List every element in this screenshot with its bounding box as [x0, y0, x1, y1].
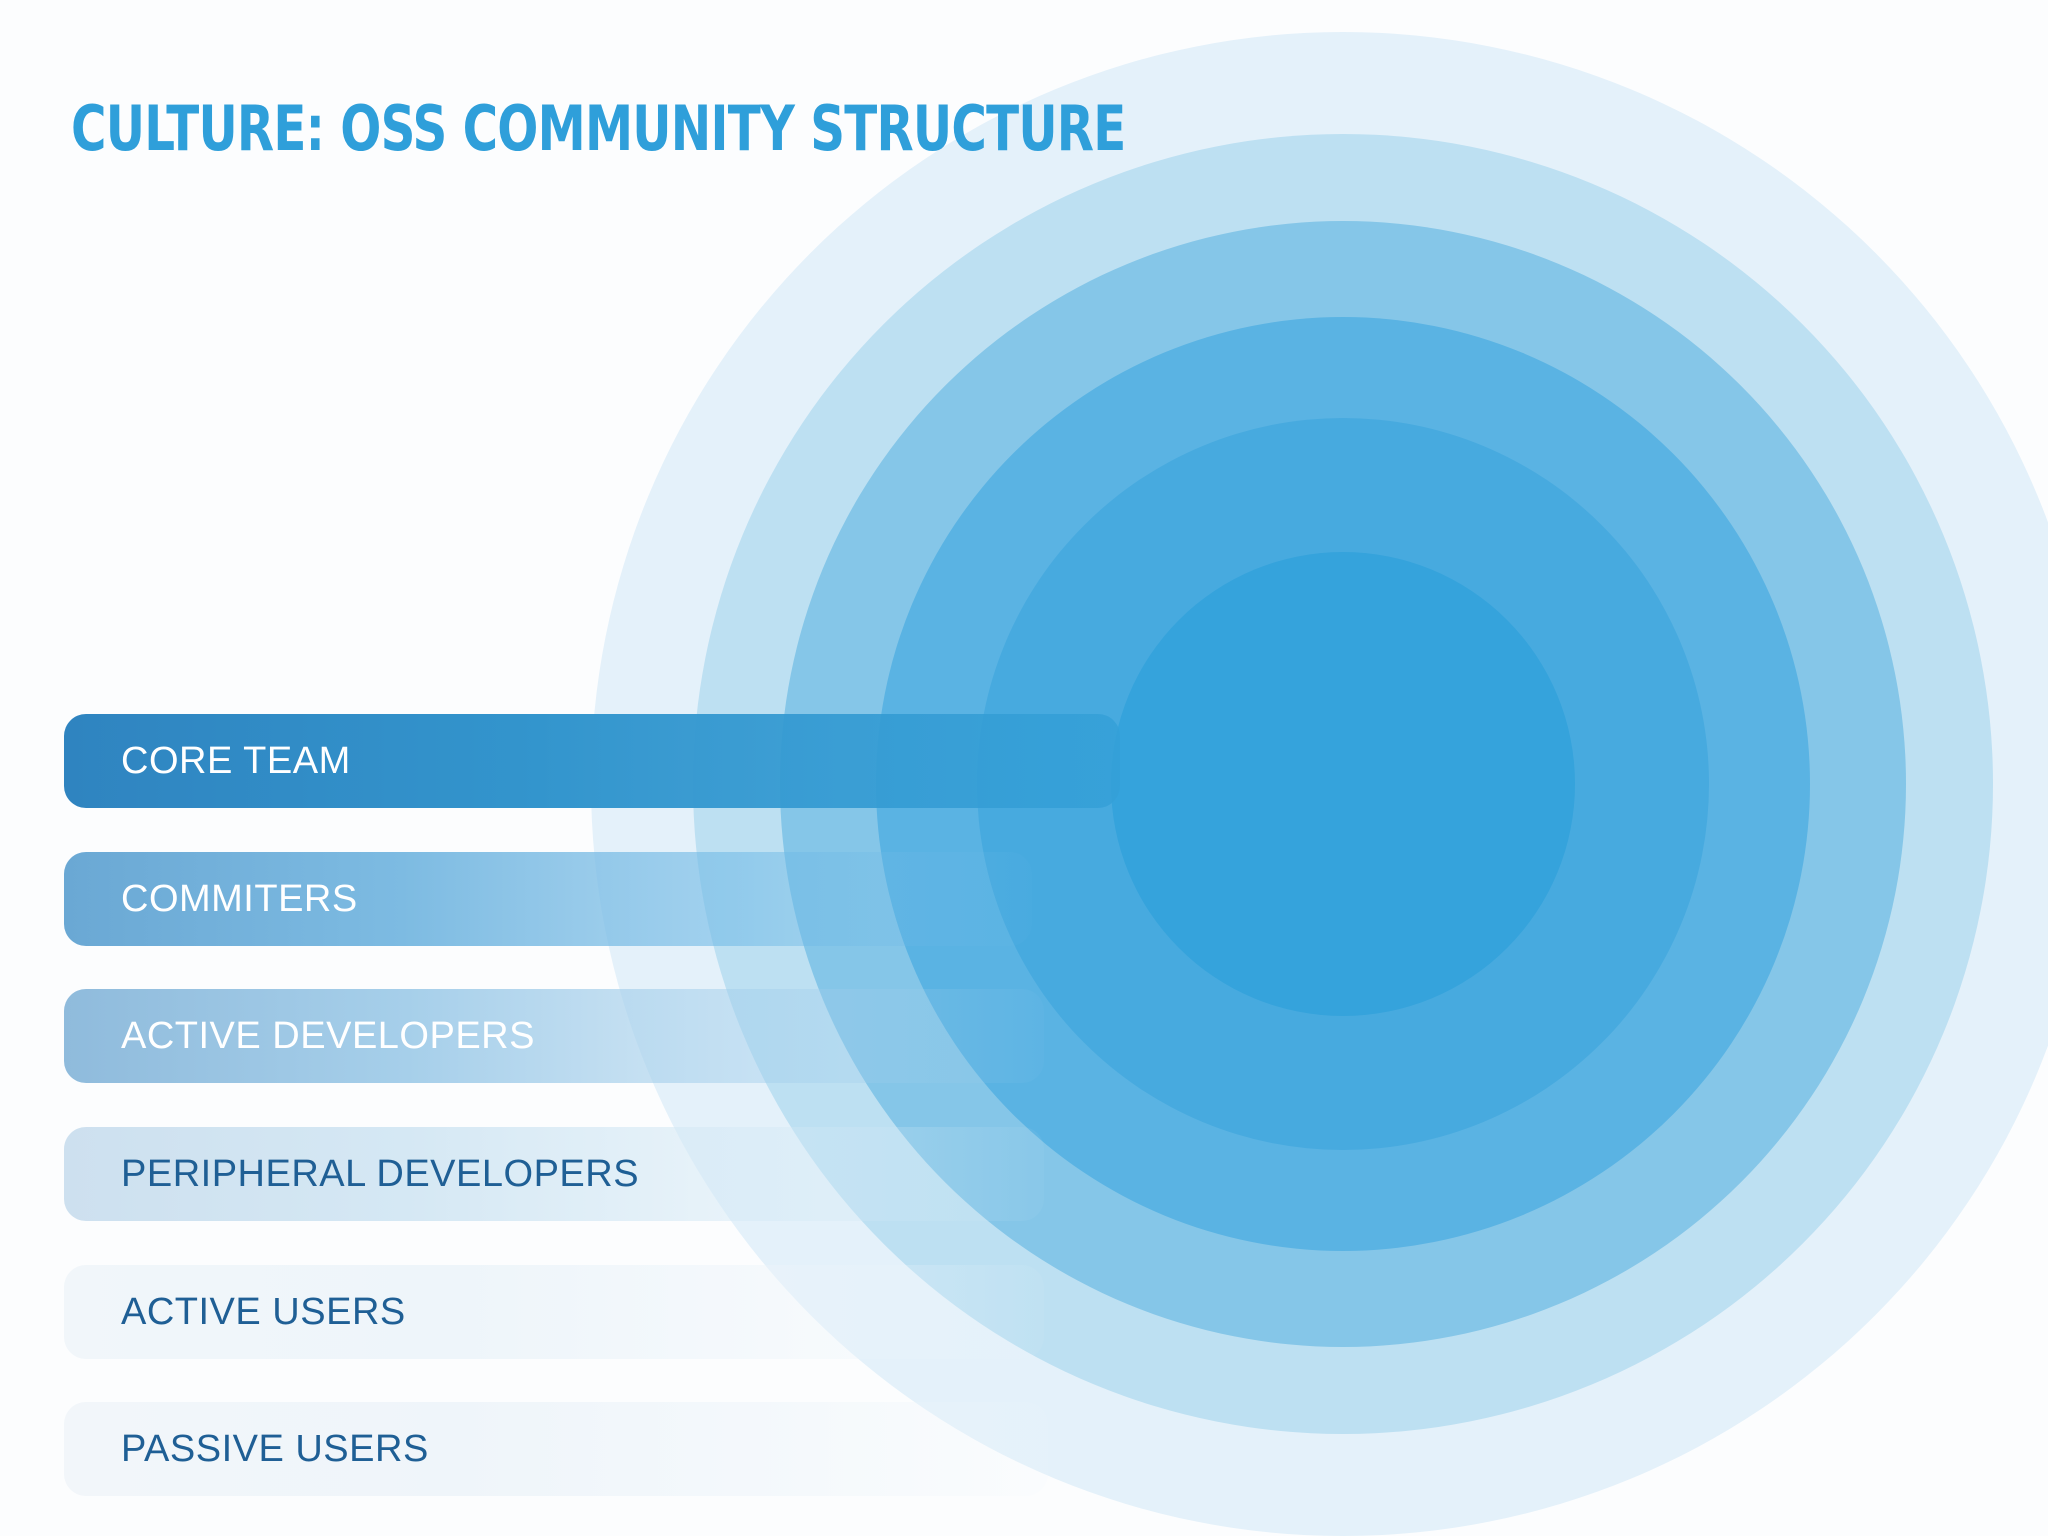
layer-bar-active-users: ACTIVE USERS	[64, 1265, 1044, 1359]
layer-label: CORE TEAM	[121, 739, 351, 782]
layer-label: PERIPHERAL DEVELOPERS	[121, 1152, 640, 1195]
layer-bar-passive-users: PASSIVE USERS	[64, 1402, 1048, 1496]
layer-bar-peripheral-developers: PERIPHERAL DEVELOPERS	[64, 1127, 1044, 1221]
layer-bar-commiters: COMMITERS	[64, 852, 1032, 946]
layer-label: ACTIVE DEVELOPERS	[121, 1014, 535, 1057]
layer-label: PASSIVE USERS	[121, 1427, 429, 1470]
layer-label: ACTIVE USERS	[121, 1290, 406, 1333]
layer-label: COMMITERS	[121, 877, 358, 920]
ring-core-team	[1111, 552, 1575, 1016]
page-title: CULTURE: OSS COMMUNITY STRUCTURE	[71, 92, 1126, 165]
layer-bar-active-developers: ACTIVE DEVELOPERS	[64, 989, 1044, 1083]
layer-bar-core-team: CORE TEAM	[64, 714, 1120, 808]
